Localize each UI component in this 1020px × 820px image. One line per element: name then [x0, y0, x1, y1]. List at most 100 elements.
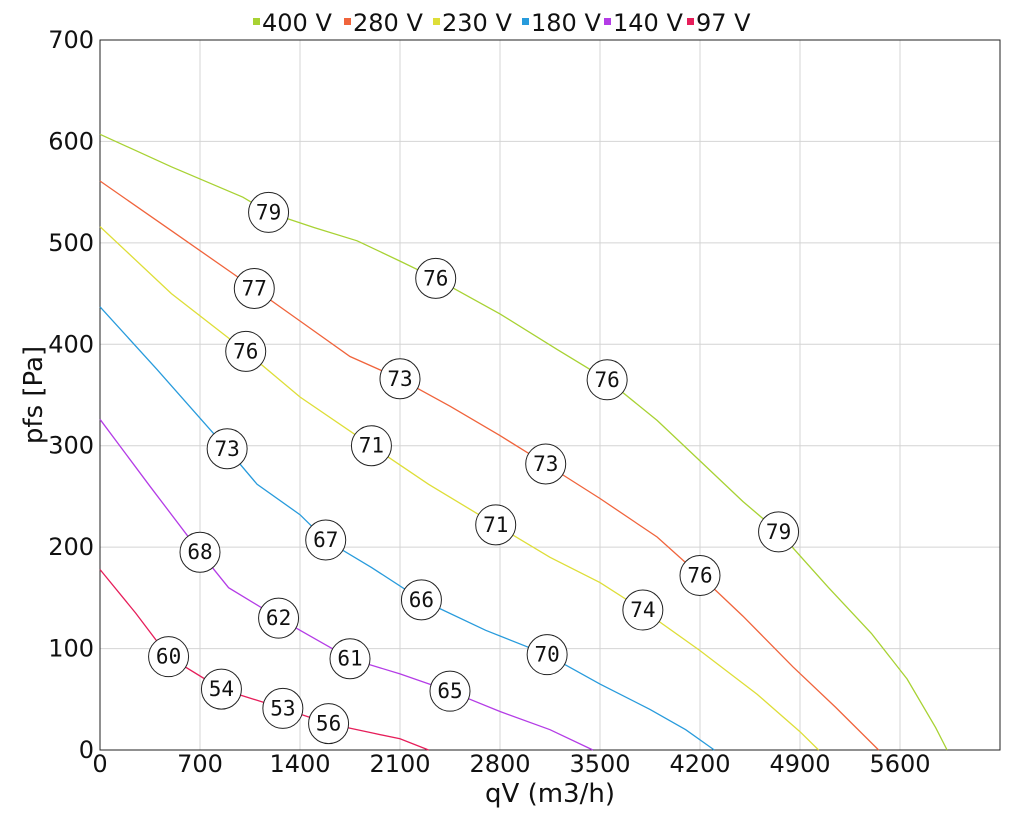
efficiency-marker: 54 — [200, 668, 242, 710]
efficiency-marker: 53 — [262, 687, 304, 729]
legend-item: 180 V — [522, 9, 601, 37]
efficiency-label: 65 — [437, 679, 462, 703]
efficiency-marker: 70 — [526, 634, 568, 676]
efficiency-circle — [679, 555, 721, 597]
legend-item: 280 V — [344, 9, 423, 37]
efficiency-label: 73 — [214, 437, 239, 461]
y-axis-ticks: 0 100 200 300 400 500 600 700 — [48, 26, 94, 764]
y-tick-label: 200 — [48, 533, 94, 561]
legend-swatch — [604, 18, 611, 25]
efficiency-marker: 76 — [679, 555, 721, 597]
x-axis-ticks: 0 700 1400 2100 2800 3500 4200 4900 5600 — [92, 750, 930, 778]
efficiency-marker: 68 — [179, 531, 221, 573]
legend-label: 180 V — [531, 9, 601, 37]
efficiency-circle — [179, 531, 221, 573]
efficiency-label: 74 — [630, 598, 655, 622]
efficiency-marker: 73 — [379, 358, 421, 400]
y-tick-label: 700 — [48, 26, 94, 54]
x-tick-label: 4900 — [769, 750, 830, 778]
efficiency-label: 76 — [594, 368, 619, 392]
legend-item: 400 V — [253, 9, 332, 37]
efficiency-label: 56 — [316, 712, 341, 736]
efficiency-label: 77 — [242, 277, 267, 301]
x-tick-label: 0 — [92, 750, 107, 778]
efficiency-label: 68 — [187, 540, 212, 564]
efficiency-label: 71 — [359, 434, 384, 458]
y-tick-label: 500 — [48, 229, 94, 257]
efficiency-circle — [526, 634, 568, 676]
efficiency-circle — [586, 359, 628, 401]
efficiency-circle — [258, 597, 300, 639]
legend-label: 140 V — [613, 9, 683, 37]
efficiency-label: 54 — [209, 677, 234, 701]
legend-item: 97 V — [687, 9, 751, 37]
efficiency-label: 71 — [483, 513, 508, 537]
efficiency-marker: 65 — [429, 670, 471, 712]
legend: 400 V 280 V 230 V 180 V 140 V 97 V — [253, 9, 751, 37]
efficiency-label: 66 — [409, 588, 434, 612]
efficiency-label: 76 — [687, 564, 712, 588]
efficiency-label: 76 — [423, 266, 448, 290]
y-tick-label: 400 — [48, 330, 94, 358]
efficiency-label: 70 — [534, 643, 559, 667]
efficiency-labels: 79 76 76 79 77 73 73 76 76 71 71 74 73 67 66 70 68 62 61 65… — [148, 191, 800, 745]
efficiency-marker: 76 — [225, 330, 267, 372]
efficiency-marker: 79 — [248, 191, 290, 233]
efficiency-marker: 77 — [233, 268, 275, 309]
legend-item: 230 V — [433, 9, 512, 37]
efficiency-marker: 56 — [308, 703, 350, 745]
legend-swatch — [522, 18, 529, 25]
efficiency-circle — [225, 330, 267, 372]
legend-label: 280 V — [353, 9, 423, 37]
x-tick-label: 2800 — [469, 750, 530, 778]
efficiency-circle — [429, 670, 471, 712]
x-tick-label: 700 — [177, 750, 223, 778]
efficiency-circle — [308, 703, 350, 745]
x-tick-label: 2100 — [369, 750, 430, 778]
series-line — [99, 226, 820, 751]
efficiency-marker: 67 — [305, 519, 347, 561]
legend-item: 140 V — [604, 9, 683, 37]
efficiency-marker: 73 — [206, 428, 248, 470]
efficiency-label: 73 — [387, 367, 412, 391]
efficiency-marker: 76 — [415, 257, 457, 299]
series-line — [99, 180, 880, 751]
efficiency-label: 73 — [533, 452, 558, 476]
legend-swatch — [253, 18, 260, 25]
legend-label: 97 V — [696, 9, 751, 37]
efficiency-circle — [262, 687, 304, 729]
y-tick-label: 100 — [48, 635, 94, 663]
efficiency-label: 62 — [266, 606, 291, 630]
efficiency-marker: 60 — [148, 636, 190, 678]
efficiency-label: 53 — [270, 696, 295, 720]
efficiency-circle — [305, 519, 347, 561]
efficiency-label: 67 — [313, 528, 338, 552]
efficiency-circle — [329, 638, 371, 680]
y-tick-label: 600 — [48, 127, 94, 155]
efficiency-circle — [379, 358, 421, 400]
efficiency-label: 79 — [256, 200, 281, 224]
legend-label: 400 V — [262, 9, 332, 37]
legend-label: 230 V — [442, 9, 512, 37]
efficiency-marker: 79 — [758, 511, 800, 553]
y-axis-title: pfs [Pa] — [19, 346, 49, 444]
efficiency-circle — [400, 579, 442, 621]
efficiency-marker: 73 — [525, 443, 567, 485]
efficiency-circle — [758, 511, 800, 553]
x-tick-label: 4200 — [669, 750, 730, 778]
legend-swatch — [687, 18, 694, 25]
y-tick-label: 300 — [48, 432, 94, 460]
efficiency-marker: 61 — [329, 638, 371, 680]
efficiency-circle — [200, 668, 242, 710]
efficiency-marker: 76 — [586, 359, 628, 401]
series-line — [99, 418, 594, 751]
efficiency-circle — [415, 257, 457, 299]
efficiency-marker: 71 — [350, 425, 392, 467]
efficiency-circle — [248, 191, 290, 233]
efficiency-circle — [350, 425, 392, 467]
efficiency-label: 79 — [766, 520, 791, 544]
efficiency-circle — [206, 428, 248, 470]
efficiency-circle — [148, 636, 190, 678]
efficiency-label: 61 — [337, 647, 362, 671]
